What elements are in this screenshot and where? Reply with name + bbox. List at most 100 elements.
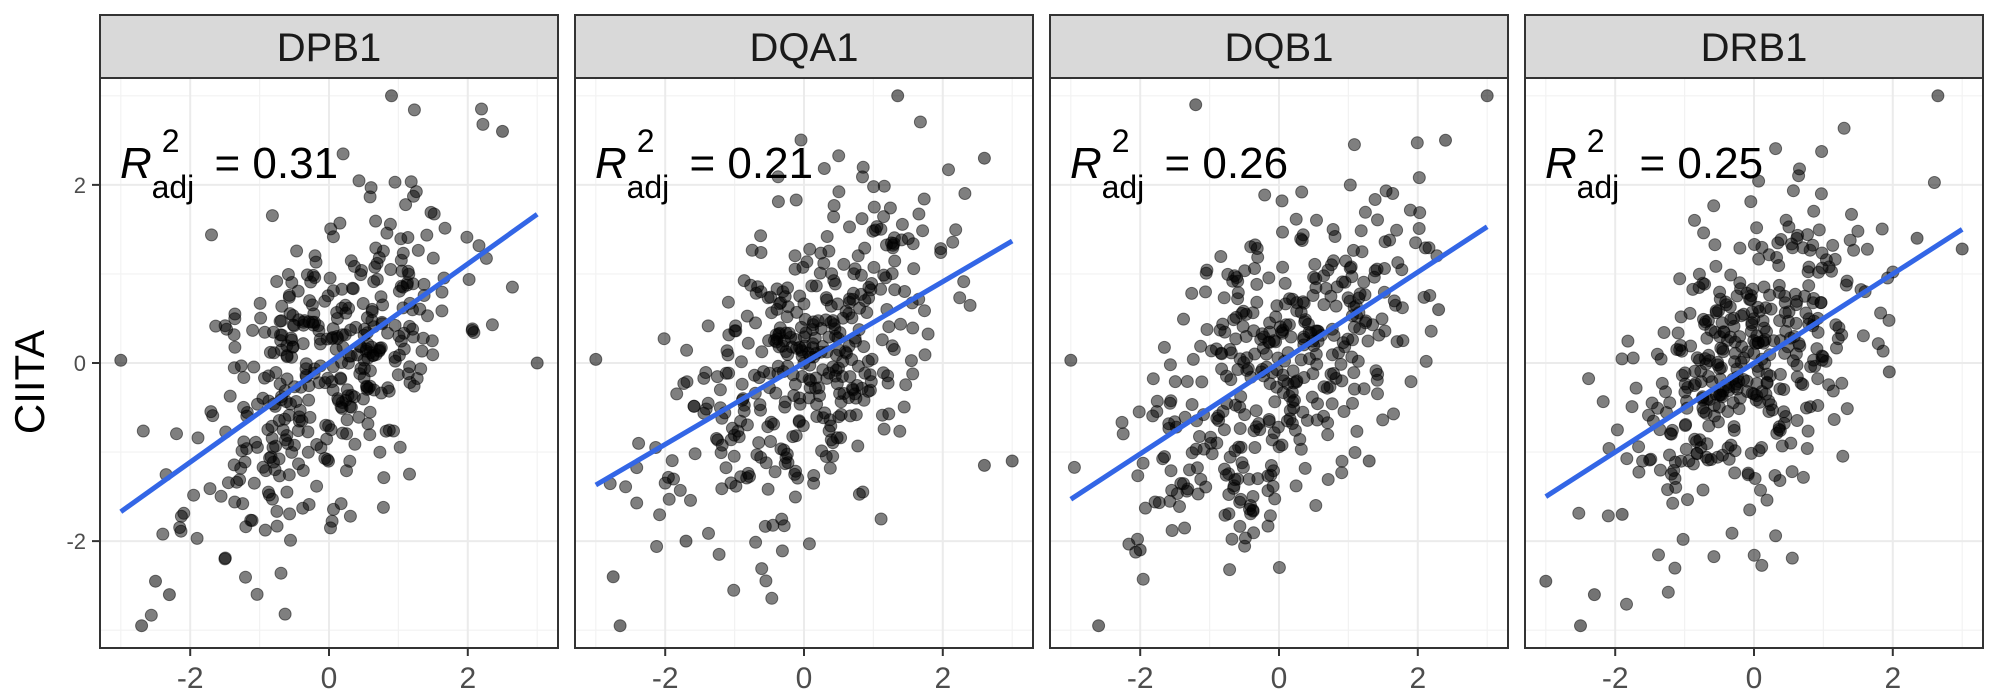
data-point	[235, 444, 249, 458]
data-point	[774, 296, 788, 310]
data-point	[1276, 225, 1289, 239]
data-point	[1244, 499, 1257, 512]
data-point	[1339, 254, 1353, 268]
data-point	[1233, 352, 1247, 366]
data-point	[305, 298, 319, 312]
data-point	[1412, 171, 1426, 185]
data-point	[1334, 357, 1348, 371]
data-point	[244, 513, 258, 527]
data-point	[1860, 242, 1874, 256]
data-point	[1642, 408, 1655, 422]
r2-annotation: R 2 adj = 0.21	[595, 123, 813, 205]
data-point	[1372, 328, 1386, 342]
data-point	[1615, 352, 1629, 366]
data-point	[1751, 300, 1765, 314]
data-point	[898, 285, 912, 298]
data-point	[321, 289, 335, 303]
data-point	[687, 399, 701, 413]
data-point	[750, 448, 764, 462]
data-point	[619, 480, 633, 494]
data-point	[1725, 526, 1739, 540]
data-point	[1295, 185, 1309, 199]
facet-panel-dqa1: DQA1 R 2 adj = 0.21 -2 0 2	[574, 14, 1034, 695]
data-point	[170, 427, 183, 441]
data-point	[162, 588, 176, 602]
data-point	[206, 409, 220, 423]
data-point	[177, 506, 191, 520]
data-point	[250, 587, 264, 601]
data-point	[1279, 297, 1292, 311]
data-point	[833, 326, 847, 340]
data-point	[1236, 460, 1250, 474]
data-point	[415, 344, 429, 358]
data-point	[296, 501, 310, 515]
data-point	[1238, 531, 1252, 545]
data-point	[1263, 316, 1277, 330]
data-point	[1845, 207, 1858, 221]
data-point	[1831, 332, 1845, 346]
data-point	[265, 431, 279, 445]
data-point	[921, 327, 935, 341]
data-point	[270, 275, 284, 288]
data-point	[392, 329, 406, 343]
data-point	[722, 366, 736, 380]
data-point	[874, 512, 888, 526]
data-point	[253, 296, 267, 310]
data-point	[751, 280, 765, 294]
data-point	[1310, 213, 1323, 227]
data-point	[813, 389, 826, 403]
data-point	[794, 320, 808, 334]
data-point	[1786, 184, 1800, 198]
data-point	[1793, 162, 1806, 176]
data-point	[1379, 184, 1393, 198]
data-point	[847, 267, 861, 281]
data-point	[383, 217, 397, 231]
data-point	[403, 467, 416, 481]
data-point	[136, 424, 150, 438]
data-point	[1763, 369, 1777, 383]
data-point	[1754, 483, 1767, 497]
data-point	[273, 314, 287, 328]
r2-annotation: R 2 adj = 0.26	[1070, 123, 1288, 205]
data-point	[701, 319, 715, 333]
data-point	[1730, 289, 1744, 303]
data-point	[867, 200, 881, 214]
data-point	[1757, 336, 1771, 350]
data-point	[330, 312, 344, 325]
data-point	[803, 242, 817, 256]
facet-strip	[1524, 14, 1984, 79]
data-point	[1847, 243, 1861, 257]
data-point	[1168, 415, 1182, 429]
data-point	[281, 437, 295, 450]
data-point	[1806, 296, 1820, 310]
data-point	[393, 440, 407, 454]
data-point	[953, 291, 967, 305]
data-point	[794, 133, 808, 147]
data-point	[373, 341, 387, 355]
x-tick-label: -2	[652, 662, 679, 695]
data-point	[1298, 461, 1312, 475]
data-point	[882, 407, 896, 421]
data-point	[1370, 373, 1384, 387]
data-point	[1755, 441, 1769, 454]
data-point	[424, 205, 438, 219]
data-point	[1305, 390, 1319, 404]
regression-line	[594, 238, 1014, 488]
data-point	[1840, 402, 1854, 416]
data-point	[895, 217, 909, 231]
data-point	[1194, 472, 1208, 486]
data-point	[1723, 330, 1737, 344]
x-tick-label: -2	[1602, 662, 1629, 695]
data-point	[1231, 292, 1245, 306]
data-point	[1278, 276, 1292, 290]
data-point	[1708, 325, 1722, 339]
data-point	[1803, 243, 1817, 257]
data-point	[1760, 493, 1774, 507]
facet-strip	[574, 14, 1034, 79]
data-point	[496, 124, 509, 138]
data-point	[343, 509, 357, 523]
data-point	[802, 372, 816, 386]
data-point	[1790, 414, 1804, 427]
data-point	[1692, 267, 1706, 281]
data-point	[893, 424, 907, 438]
